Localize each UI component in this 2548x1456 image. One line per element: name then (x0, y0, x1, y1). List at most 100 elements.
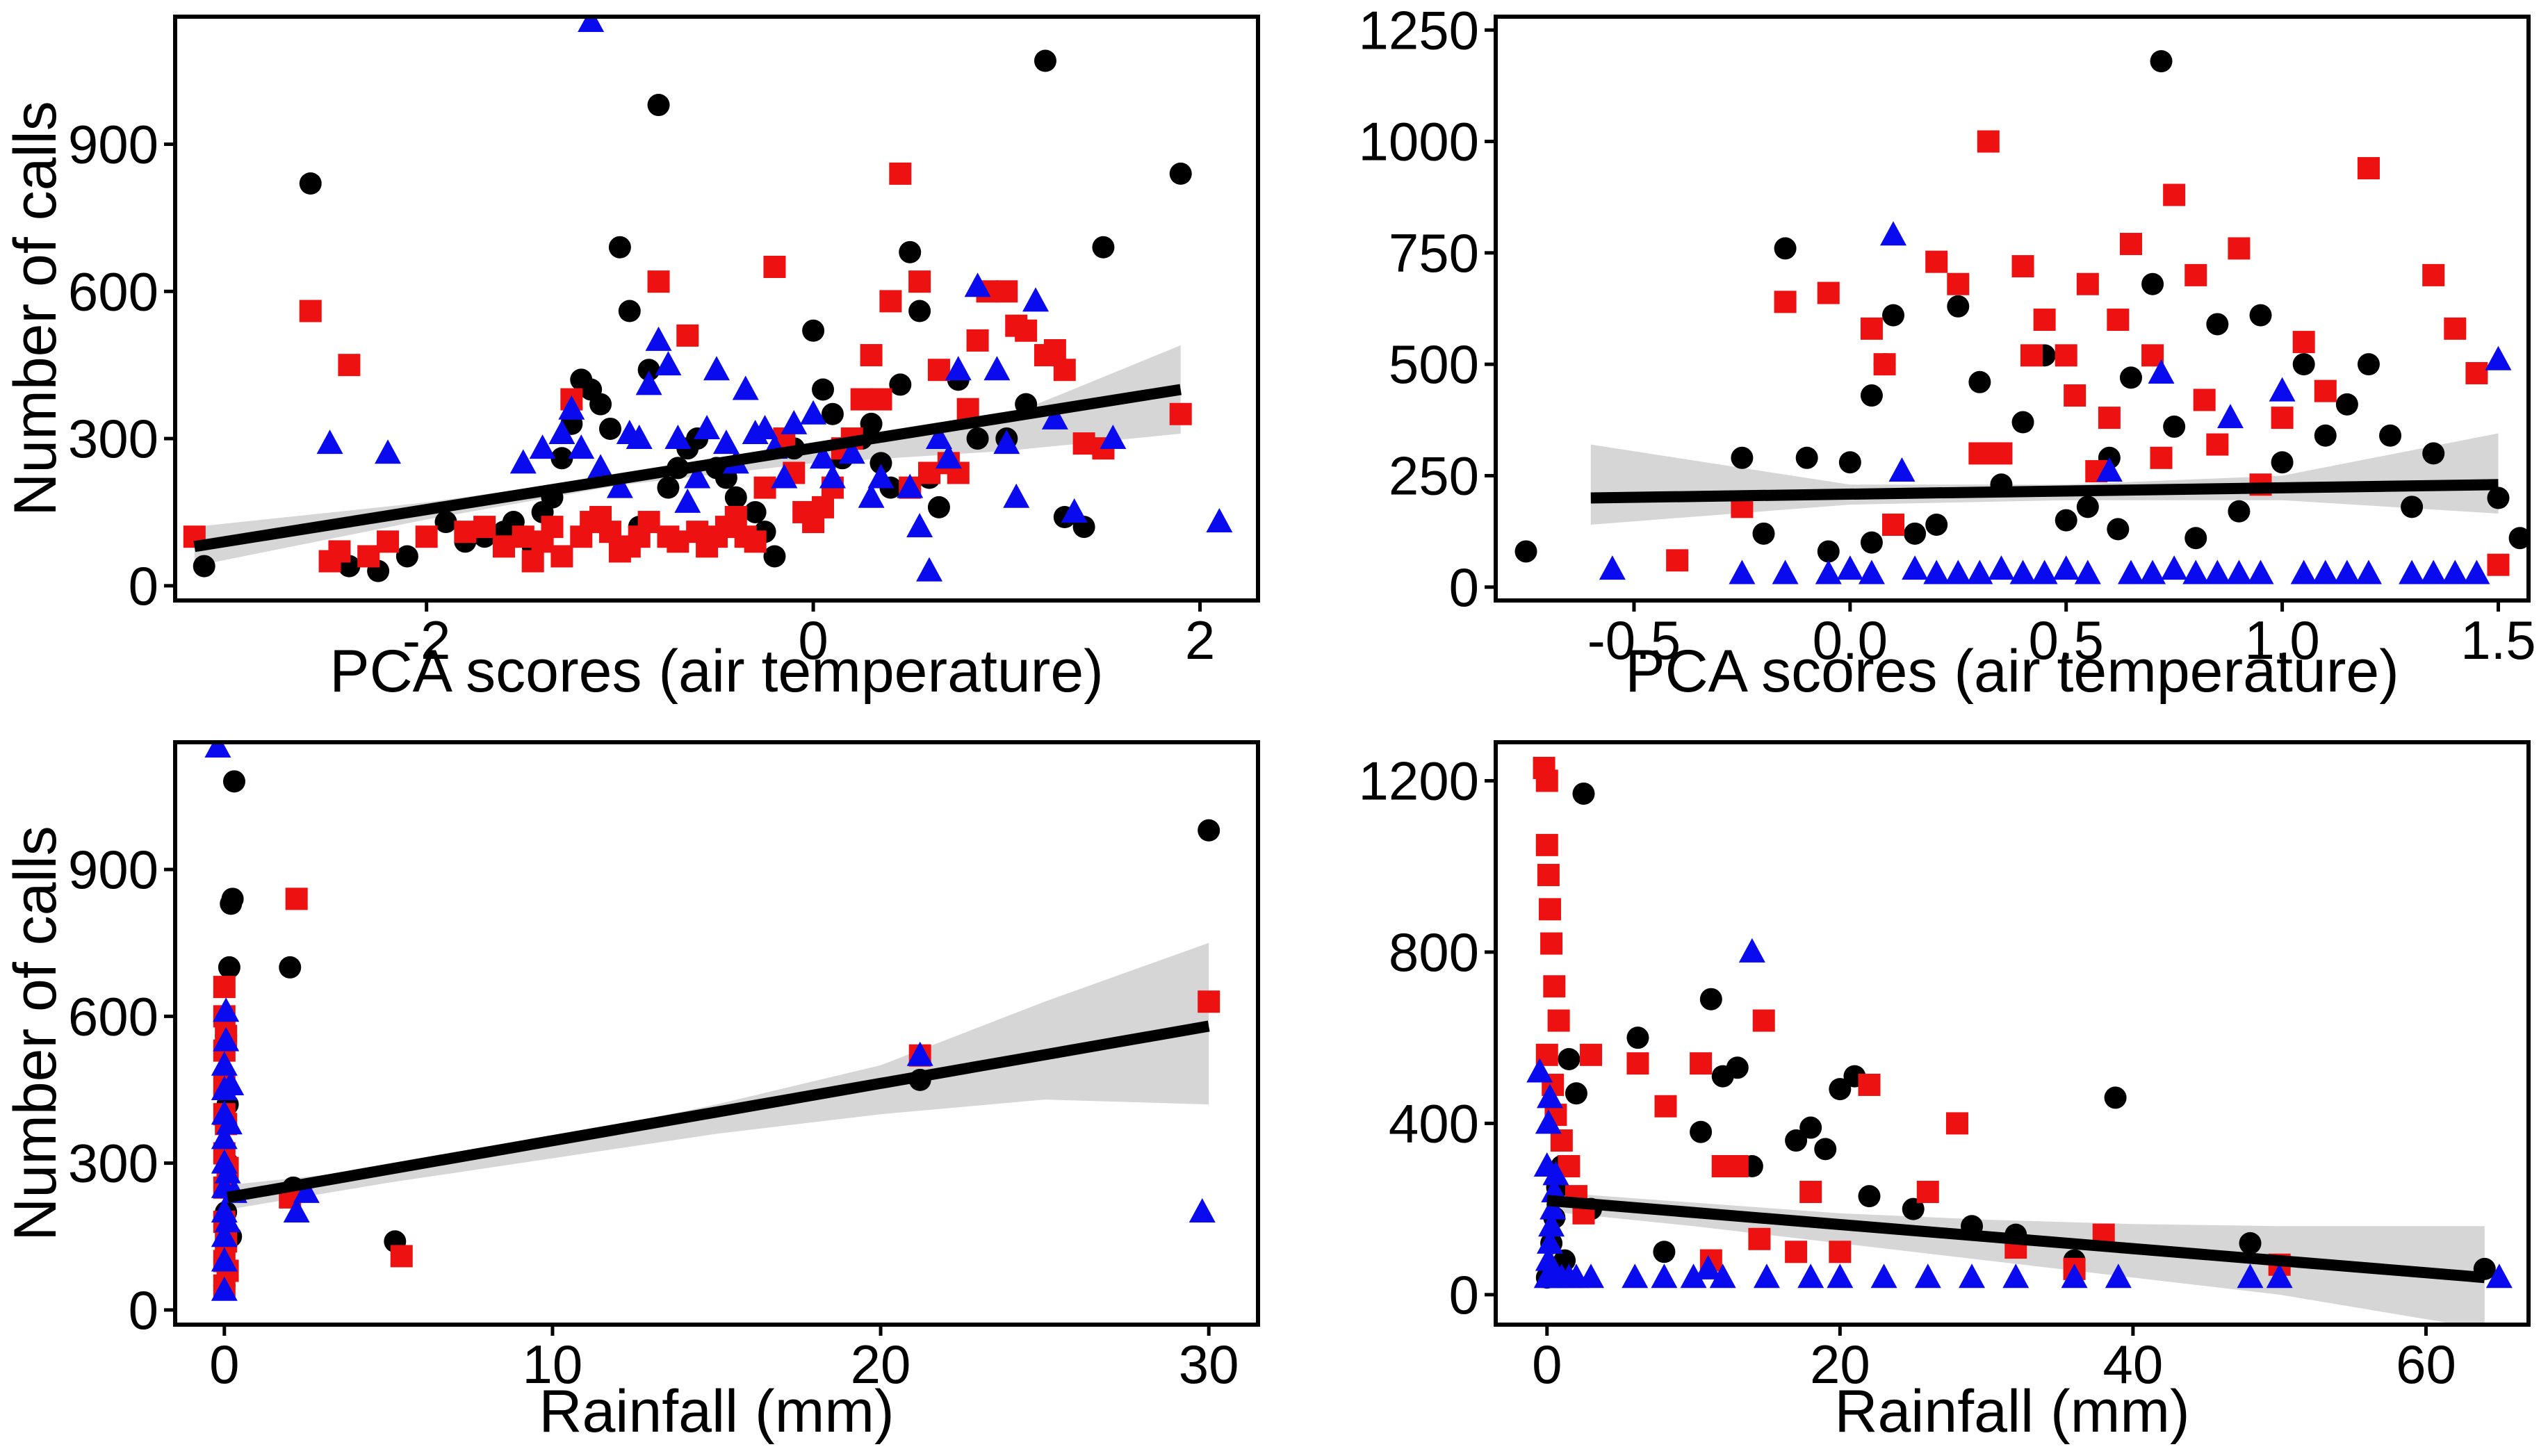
data-point-square (521, 550, 544, 573)
data-point-triangle (1680, 1263, 1707, 1289)
data-point-triangle (819, 464, 846, 489)
data-point-circle (2292, 353, 2315, 376)
data-point-square (1968, 442, 1991, 465)
data-point-square (1540, 932, 1563, 955)
y-tick-label: 400 (1389, 1093, 1479, 1154)
data-point-square (2292, 331, 2315, 354)
data-point-square (2011, 255, 2034, 278)
data-point-triangle (1988, 555, 2015, 580)
data-point-triangle (2096, 457, 2123, 482)
data-point-triangle (674, 488, 701, 513)
x-axis-label: Rainfall (mm) (1834, 1378, 2189, 1445)
data-point-triangle (2485, 1263, 2513, 1289)
x-tick-label: 0 (1532, 1334, 1562, 1395)
data-point-triangle (1538, 1212, 1565, 1237)
data-point-triangle (1003, 483, 1030, 508)
data-point-triangle (1827, 1263, 1854, 1289)
data-point-triangle (214, 1208, 241, 1233)
data-point-triangle (684, 464, 711, 489)
data-point-triangle (751, 414, 778, 439)
data-point-triangle (906, 513, 933, 538)
data-point-triangle (925, 425, 952, 450)
data-point-circle (1565, 1082, 1587, 1105)
data-point-square (812, 496, 835, 518)
data-point-triangle (1836, 555, 1863, 580)
data-point-circle (2379, 424, 2402, 447)
data-point-triangle (2485, 345, 2512, 370)
data-point-square (1752, 1009, 1775, 1032)
data-point-square (338, 354, 361, 377)
data-point-triangle (2139, 559, 2166, 584)
y-tick-label: 0 (129, 1279, 158, 1341)
data-point-square (415, 525, 438, 548)
data-point-square (2228, 237, 2251, 260)
data-point-triangle (800, 400, 827, 425)
data-point-triangle (1599, 555, 1626, 580)
data-point-triangle (578, 17, 605, 33)
data-point-square (1947, 272, 1970, 295)
data-point-square (1690, 1052, 1713, 1075)
data-point-square (1666, 549, 1689, 572)
data-point-triangle (1533, 1152, 1560, 1177)
data-point-triangle (587, 454, 614, 479)
data-point-square (2055, 344, 2077, 367)
data-point-triangle (1902, 555, 1929, 580)
data-point-circle (1774, 237, 1797, 260)
x-tick-label: 0 (209, 1334, 239, 1395)
data-point-triangle (283, 1198, 310, 1223)
data-point-triangle (1888, 457, 1916, 482)
data-point-circle (2141, 272, 2164, 295)
data-point-triangle (2355, 559, 2382, 584)
data-point-triangle (2237, 1263, 2264, 1289)
data-point-square (1977, 130, 2000, 153)
data-point-triangle (606, 473, 633, 498)
data-point-circle (2055, 509, 2077, 532)
data-point-triangle (2009, 559, 2036, 584)
data-point-triangle (211, 1276, 238, 1301)
data-point-triangle (2247, 559, 2274, 584)
data-point-square (667, 530, 689, 553)
data-point-triangle (1578, 1263, 1605, 1289)
data-point-square (512, 525, 534, 548)
data-point-square (869, 388, 892, 411)
data-point-square (1543, 975, 1566, 998)
data-point-triangle (211, 1051, 238, 1076)
data-point-triangle (645, 326, 672, 351)
data-point-triangle (781, 409, 808, 434)
data-point-triangle (964, 272, 991, 297)
data-point-triangle (213, 997, 240, 1022)
data-point-square (1925, 250, 1948, 273)
data-point-triangle (2463, 559, 2490, 584)
x-axis-label: PCA scores (air temperature) (329, 638, 1104, 705)
data-point-triangle (1880, 221, 1907, 246)
data-point-triangle (1189, 1198, 1216, 1223)
data-point-square (492, 535, 515, 558)
y-tick-label: 0 (129, 555, 158, 616)
data-point-triangle (568, 434, 595, 459)
data-point-square (908, 270, 931, 293)
data-point-triangle (1540, 1195, 1567, 1220)
data-point-square (1538, 898, 1561, 921)
data-point-triangle (2333, 559, 2360, 584)
data-point-triangle (1797, 1263, 1824, 1289)
data-point-triangle (211, 1222, 238, 1248)
series-blue (1526, 938, 2513, 1289)
data-point-circle (279, 956, 302, 979)
y-tick-label: 0 (1449, 1264, 1479, 1325)
data-point-circle (2239, 1232, 2262, 1254)
data-point-square (647, 270, 670, 293)
data-point-circle (1968, 370, 1991, 393)
data-point-triangle (2399, 559, 2426, 584)
data-point-square (1990, 442, 2013, 465)
data-point-triangle (838, 439, 865, 464)
data-point-square (2314, 379, 2337, 402)
data-point-triangle (293, 1178, 320, 1203)
data-point-square (2076, 272, 2099, 295)
data-point-square (1198, 990, 1220, 1013)
data-point-triangle (935, 444, 962, 469)
data-point-triangle (858, 483, 885, 508)
data-point-circle (395, 545, 418, 568)
data-point-triangle (2074, 559, 2101, 584)
series-blue (316, 17, 1233, 582)
